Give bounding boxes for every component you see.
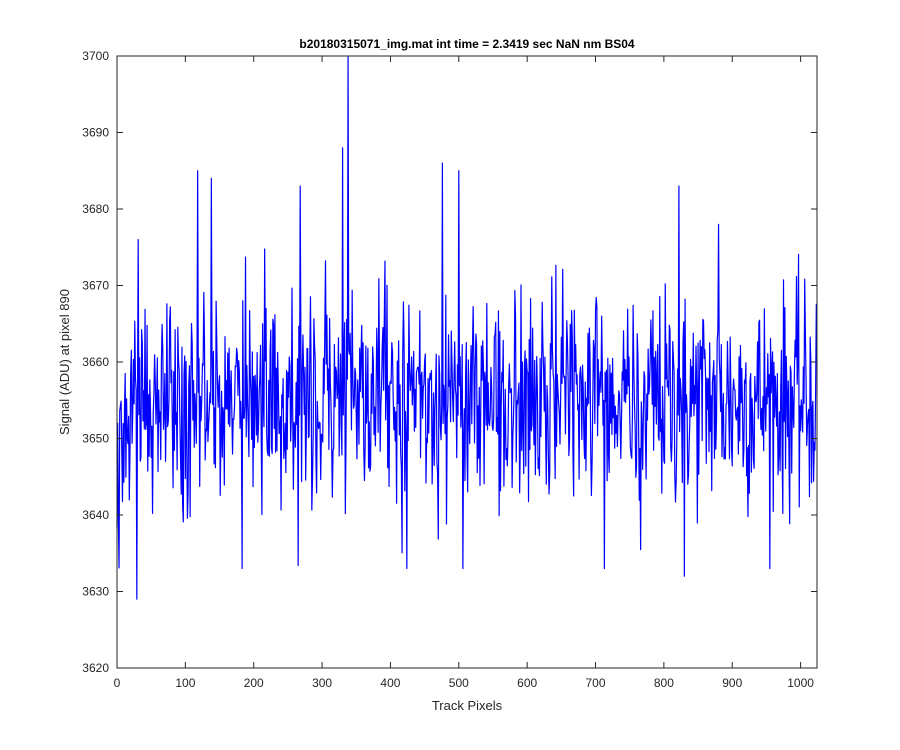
y-tick-label: 3640 xyxy=(82,508,109,522)
y-tick-label: 3670 xyxy=(82,279,109,293)
y-axis-label: Signal (ADU) at pixel 890 xyxy=(57,289,72,435)
y-tick-label: 3690 xyxy=(82,126,109,140)
x-tick-label: 0 xyxy=(114,676,121,690)
y-tick-label: 3630 xyxy=(82,585,109,599)
x-tick-label: 900 xyxy=(722,676,742,690)
y-tick-label: 3650 xyxy=(82,432,109,446)
chart-title: b20180315071_img.mat int time = 2.3419 s… xyxy=(299,37,635,51)
x-tick-label: 500 xyxy=(449,676,469,690)
y-tick-label: 3620 xyxy=(82,661,109,675)
y-tick-label: 3660 xyxy=(82,355,109,369)
x-tick-label: 800 xyxy=(654,676,674,690)
x-axis: 0 100 200 300 400 500 600 700 800 900 1000 xyxy=(114,56,814,690)
x-tick-label: 300 xyxy=(312,676,332,690)
x-tick-label: 100 xyxy=(175,676,195,690)
y-axis: 3620 3630 3640 3650 3660 3670 3680 3690 3700 xyxy=(82,49,817,675)
x-tick-label: 600 xyxy=(517,676,537,690)
x-tick-label: 700 xyxy=(586,676,606,690)
series-line xyxy=(116,55,817,600)
x-tick-label: 400 xyxy=(380,676,400,690)
x-axis-label: Track Pixels xyxy=(432,698,503,713)
x-tick-label: 1000 xyxy=(787,676,814,690)
x-tick-label: 200 xyxy=(244,676,264,690)
series-layer xyxy=(116,55,817,600)
y-tick-label: 3700 xyxy=(82,49,109,63)
y-tick-label: 3680 xyxy=(82,202,109,216)
